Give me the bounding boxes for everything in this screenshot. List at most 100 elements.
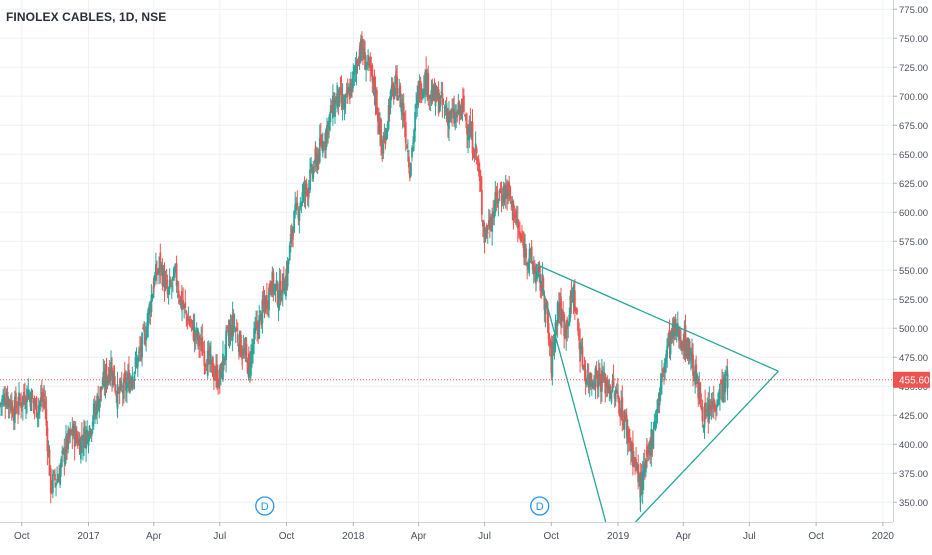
candle-body [20,402,23,407]
candle-body [666,346,669,358]
candle-body [130,382,133,384]
candle-body [698,385,701,395]
candle-body [171,276,174,281]
candle-body [161,266,164,286]
candle-body [693,379,695,381]
trendline [535,263,779,372]
candle-body [638,476,641,483]
candle-body [577,318,579,331]
price-axis-label: 750.00 [899,34,928,45]
candle-body [217,386,220,388]
candle-body [256,321,259,329]
candle-body [359,39,362,61]
candle-body [225,329,228,333]
candle-body [701,407,704,422]
candle-body [417,81,420,100]
candle-body [119,380,122,389]
candle-body [36,412,39,420]
candle-body [540,285,543,289]
candle-body [397,96,400,101]
candle-body [97,396,100,410]
candle-body [582,366,585,371]
candle-body [340,88,343,104]
candle-body [637,464,640,483]
candle-body [442,102,445,104]
candle-body [483,229,486,243]
candle-body [71,432,74,434]
candle-body [104,369,107,388]
candle-body [687,338,690,358]
candle-body [51,474,54,493]
candle-body [230,326,233,338]
candle-body [77,438,80,445]
candle-body [671,323,674,339]
candle-body [301,192,304,203]
candle-body [61,450,64,454]
candle-body [523,238,525,258]
candle-body [630,443,632,452]
candle-body [164,280,167,290]
candle-body [303,187,306,194]
candle-body [114,384,117,392]
candle-body [11,406,14,417]
candle-body [265,295,268,309]
candle-body [405,145,408,149]
candle-body [316,154,319,171]
candle-body [625,415,628,438]
candle-body [599,379,602,392]
candle-body [435,87,438,102]
candle-body [372,78,375,84]
candle-body [68,429,71,439]
candle-body [416,95,419,106]
candle-body [454,115,457,124]
candle-body [318,138,321,163]
candle-body [713,402,716,412]
candle-body [578,333,580,341]
candle-body [139,348,141,352]
candle-body [595,370,598,374]
candle-body [324,142,326,145]
candle-body [95,406,97,417]
candle-body [105,365,108,385]
candle-body [380,119,382,143]
candle-body [107,374,110,383]
candle-body [589,372,592,382]
candle-body [584,369,587,384]
candle-body [393,88,396,95]
candle-body [521,236,523,239]
price-axis-label: 475.00 [899,353,928,364]
candle-body [568,314,571,326]
candle-body [199,342,202,345]
candle-body [221,362,223,377]
candle-body [430,89,433,101]
candle-body [571,294,574,297]
candle-body [73,425,76,447]
candle-body [305,183,308,189]
candle-body [330,105,333,113]
candle-body [488,216,491,230]
candle-body [110,361,112,374]
candle-body [143,330,146,332]
candle-body [716,404,718,408]
candle-body [17,408,19,411]
candle-body [341,96,344,108]
candle-body [530,246,533,264]
candle-body [162,268,165,285]
candle-body [424,72,426,96]
candle-body [342,99,345,110]
candle-body [83,427,85,444]
candle-body [695,364,698,383]
candle-body [661,373,663,382]
candle-body [649,439,652,456]
candle-body [113,365,116,386]
candle-body [254,327,257,334]
candle-body [495,191,498,199]
candle-body [491,214,494,232]
candle-body [111,367,113,380]
candle-body [479,178,482,192]
candle-body [556,302,559,326]
candle-body [21,396,24,407]
candle-body [676,323,679,333]
